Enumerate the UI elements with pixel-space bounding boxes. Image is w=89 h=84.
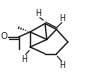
Text: H: H <box>60 61 66 70</box>
Text: H: H <box>21 55 27 64</box>
Text: H: H <box>35 9 41 18</box>
Text: H: H <box>60 14 66 23</box>
Text: O: O <box>1 32 8 41</box>
